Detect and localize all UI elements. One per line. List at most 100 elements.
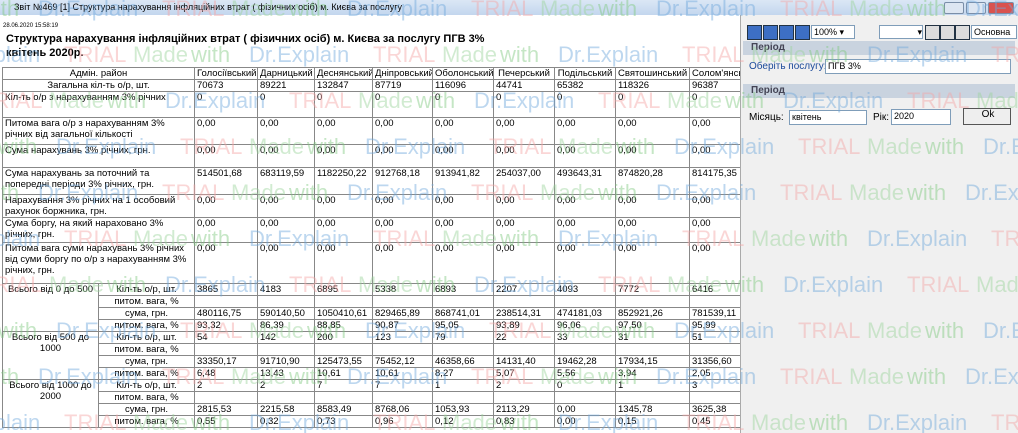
value-cell: 0,00 — [432, 194, 495, 218]
prev-page-button[interactable] — [763, 25, 778, 40]
value-cell: 474181,03 — [554, 307, 617, 320]
sub-label: питом. вага, % — [97, 415, 196, 428]
value-cell — [432, 295, 495, 308]
group-label: Всього від 500 до 1000 — [2, 331, 99, 380]
service-select[interactable]: ПГВ 3% — [825, 59, 1011, 74]
value-cell: 96387 — [689, 79, 740, 92]
group-row: питом. вага, % 0,55 0,32 0,73 0,96 0,12 0,83 0,… — [3, 415, 740, 428]
ok-button[interactable]: Ok — [963, 108, 1011, 125]
value-cell: 0,00 — [493, 144, 556, 168]
header-cell: Солом'янсь — [689, 67, 740, 80]
value-cell: 7 — [372, 379, 434, 392]
group-row: питом. вага, % — [3, 343, 740, 356]
value-cell — [493, 343, 556, 356]
export-button[interactable] — [955, 25, 970, 40]
value-cell: 0,00 — [257, 117, 316, 145]
month-value: квітень — [792, 112, 822, 122]
value-cell: 4093 — [554, 283, 617, 296]
print-setup-button[interactable] — [925, 25, 940, 40]
value-cell — [615, 343, 691, 356]
value-cell: 480116,75 — [194, 307, 259, 320]
value-cell: 0 — [314, 91, 374, 118]
zoom-select[interactable]: 100% ▾ — [811, 25, 855, 39]
value-cell: 0,00 — [372, 242, 434, 284]
sub-label: питом. вага, % — [97, 295, 196, 308]
row-label: Кіл-ть о/р з нарахуванням 3% річних — [1, 91, 196, 118]
group-label: Всього від 1000 до 2000 — [2, 379, 99, 428]
ok-label: Ok — [981, 109, 995, 120]
service-value: ПГВ 3% — [828, 61, 861, 71]
value-cell: 14131,40 — [493, 355, 556, 368]
sub-label: Кіл-ть о/р, шт. — [97, 331, 196, 344]
value-cell — [194, 391, 259, 404]
last-page-button[interactable] — [795, 25, 810, 40]
value-cell: 116096 — [432, 79, 495, 92]
value-cell: 0,00 — [257, 242, 316, 284]
maximize-button[interactable] — [966, 2, 986, 14]
service-label: Оберіть послугу: — [749, 61, 827, 72]
sub-label: сума, грн. — [97, 355, 196, 368]
value-cell: 0,00 — [194, 144, 259, 168]
value-cell: 0,00 — [689, 217, 740, 243]
value-cell: 2 — [257, 379, 316, 392]
value-cell: 95,99 — [689, 319, 740, 332]
value-cell: 0,00 — [432, 144, 495, 168]
value-cell: 31356,60 — [689, 355, 740, 368]
sub-label: питом. вага, % — [97, 391, 196, 404]
value-cell: 22 — [493, 331, 556, 344]
value-cell: 6416 — [689, 283, 740, 296]
page-select[interactable]: ▾ — [879, 25, 923, 39]
value-cell: 0,00 — [194, 117, 259, 145]
value-cell: 123 — [372, 331, 434, 344]
value-cell: 1050410,61 — [314, 307, 374, 320]
value-cell: 0,00 — [372, 217, 434, 243]
value-cell: 118326 — [615, 79, 691, 92]
header-cell: Святошинський — [615, 67, 691, 80]
side-panel: 100% ▾ ▾ Основна ▾ Період Оберіть послуг… — [740, 15, 1018, 433]
first-page-button[interactable] — [747, 25, 762, 40]
value-cell: 3,94 — [615, 367, 691, 380]
value-cell: 913941,82 — [432, 167, 495, 195]
value-cell: 0,00 — [314, 117, 374, 145]
sub-label: сума, грн. — [97, 403, 196, 416]
year-input[interactable]: 2020 — [891, 109, 951, 125]
value-cell: 96,06 — [554, 319, 617, 332]
value-cell: 0 — [615, 91, 691, 118]
value-cell — [493, 295, 556, 308]
value-cell: 125473,55 — [314, 355, 374, 368]
row-label: Сума боргу, на який нараховано 3% річних… — [1, 217, 196, 243]
group-row: питом. вага, % — [3, 295, 740, 308]
header-cell: Адмін. район — [1, 67, 196, 80]
value-cell: 17934,15 — [615, 355, 691, 368]
value-cell: 0 — [372, 91, 434, 118]
value-cell: 0,00 — [257, 144, 316, 168]
value-cell: 5,07 — [493, 367, 556, 380]
panel-header: Період — [743, 41, 1015, 55]
value-cell: 19462,28 — [554, 355, 617, 368]
table-row: Загальна кіл-ть о/р, шт. 70673 89221 132847… — [1, 79, 740, 92]
value-cell — [432, 391, 495, 404]
value-cell: 0 — [554, 91, 617, 118]
timestamp: 28.06.2020 15:58:19 — [3, 23, 59, 29]
next-page-button[interactable] — [779, 25, 794, 40]
value-cell: 0,00 — [615, 144, 691, 168]
value-cell: 0,12 — [432, 415, 495, 428]
print-button[interactable] — [940, 25, 955, 40]
value-cell: 2113,29 — [493, 403, 556, 416]
close-button[interactable] — [988, 2, 1014, 14]
month-select[interactable]: квітень — [789, 110, 867, 125]
value-cell — [372, 343, 434, 356]
row-label: Питома вага о/р з нарахуванням 3% річних… — [1, 117, 196, 145]
table-row: Кіл-ть о/р з нарахуванням 3% річних 0 0 0 0 0… — [1, 91, 740, 118]
minimize-button[interactable] — [944, 2, 964, 14]
value-cell: 0,00 — [689, 117, 740, 145]
value-cell: 254037,00 — [493, 167, 556, 195]
value-cell: 8,27 — [432, 367, 495, 380]
value-cell: 0,00 — [493, 242, 556, 284]
value-cell: 1 — [432, 379, 495, 392]
style-select[interactable]: Основна ▾ — [971, 25, 1017, 49]
value-cell: 2207 — [493, 283, 556, 296]
value-cell — [257, 391, 316, 404]
value-cell — [314, 391, 374, 404]
